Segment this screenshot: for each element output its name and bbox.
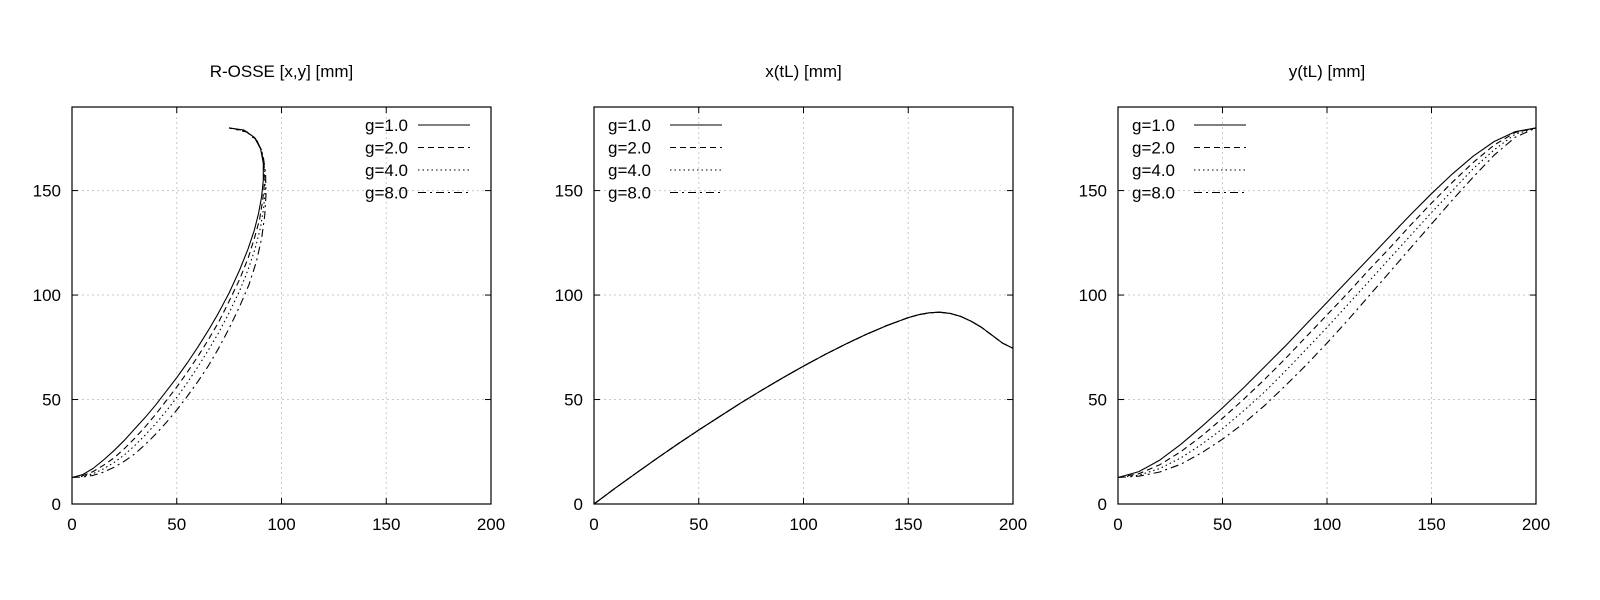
y-tick-label: 100 [1079, 286, 1107, 305]
x-tick-label: 200 [999, 515, 1027, 534]
x-tick-label: 100 [1313, 515, 1341, 534]
x-tick-label: 100 [267, 515, 295, 534]
chart-title: y(tL) [mm] [1289, 62, 1366, 81]
x-tick-label: 50 [1213, 515, 1232, 534]
x-tick-label: 0 [1113, 515, 1122, 534]
x-tick-label: 150 [1417, 515, 1445, 534]
x-tick-label: 200 [477, 515, 505, 534]
legend-label: g=8.0 [365, 184, 408, 203]
legend-label: g=8.0 [608, 184, 651, 203]
x-tick-label: 150 [372, 515, 400, 534]
chart-title: R-OSSE [x,y] [mm] [210, 62, 354, 81]
series-line-g=8.0 [71, 127, 267, 479]
y-tick-label: 50 [42, 391, 61, 410]
legend-label: g=2.0 [365, 139, 408, 158]
chart-panel-3: y(tL) [mm] 0 50 100 150 200 0 50 100 150 g=1.0 g=2.… [1079, 62, 1551, 534]
series-line-g=4.0 [71, 127, 266, 479]
legend-label: g=2.0 [608, 139, 651, 158]
x-tick-label: 0 [589, 515, 598, 534]
plot-frame [593, 106, 1014, 505]
x-tick-label: 200 [1522, 515, 1550, 534]
chart-panel-1: R-OSSE [x,y] [mm] 0 50 100 150 200 0 50 100 150 g=… [33, 62, 506, 534]
y-tick-label: 0 [574, 495, 583, 514]
y-tick-label: 100 [555, 286, 583, 305]
x-tick-label: 0 [67, 515, 76, 534]
series-line-g=4.0 [1117, 127, 1537, 479]
legend-label: g=1.0 [365, 116, 408, 135]
series-line-g=1.0 [1117, 127, 1537, 479]
x-tick-label: 50 [689, 515, 708, 534]
legend-label: g=4.0 [608, 161, 651, 180]
plot-frame [71, 106, 492, 505]
chart-title: x(tL) [mm] [765, 62, 842, 81]
y-tick-label: 0 [1098, 495, 1107, 514]
x-tick-label: 50 [167, 515, 186, 534]
chart-panel-2: x(tL) [mm] 0 50 100 150 200 0 50 100 150 g=1.0 g=2.… [555, 62, 1028, 534]
series-line-g=2.0 [1117, 127, 1537, 479]
series-line-g=2.0 [71, 127, 265, 479]
y-tick-label: 0 [52, 495, 61, 514]
y-tick-label: 100 [33, 286, 61, 305]
y-tick-label: 150 [33, 182, 61, 201]
legend-label: g=1.0 [608, 116, 651, 135]
plot-frame [1117, 106, 1537, 505]
x-tick-label: 150 [894, 515, 922, 534]
legend-label: g=1.0 [1132, 116, 1175, 135]
y-tick-label: 150 [1079, 182, 1107, 201]
legend-label: g=2.0 [1132, 139, 1175, 158]
legend-label: g=4.0 [1132, 161, 1175, 180]
legend-label: g=8.0 [1132, 184, 1175, 203]
legend-label: g=4.0 [365, 161, 408, 180]
x-tick-label: 100 [789, 515, 817, 534]
y-tick-label: 150 [555, 182, 583, 201]
series-line-g=8.0 [1117, 127, 1537, 479]
y-tick-label: 50 [1088, 391, 1107, 410]
series-line-g=8.0 [593, 311, 1014, 505]
series-line-g=1.0 [71, 127, 264, 479]
y-tick-label: 50 [564, 391, 583, 410]
